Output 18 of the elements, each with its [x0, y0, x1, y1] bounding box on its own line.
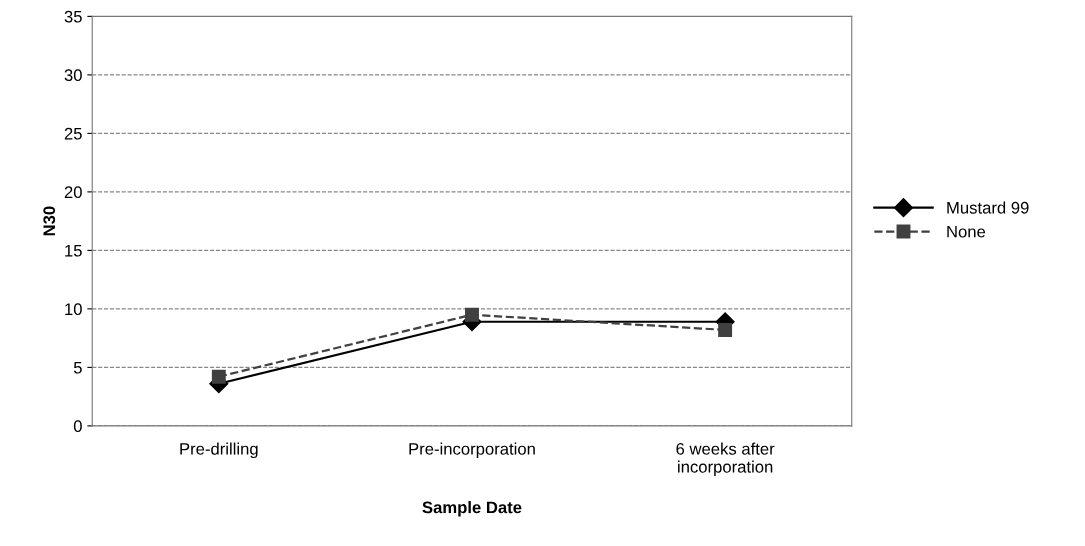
y-tick-label: 15 [65, 244, 82, 257]
point [718, 322, 733, 337]
y-tick-label: 10 [65, 303, 82, 316]
y-tick-label: 25 [64, 127, 82, 140]
y-tick-label: 0 [73, 420, 82, 433]
point [211, 369, 226, 384]
y-tick-label: 35 [64, 10, 82, 23]
y-tick-label: 20 [64, 186, 82, 199]
y-tick-label: 5 [73, 361, 82, 374]
point [465, 307, 479, 322]
y-axis-title: N30 [43, 206, 56, 236]
y-tick-label: 30 [64, 69, 82, 82]
legend-label: None [947, 225, 986, 238]
x-tick-label: Pre-incorporation [409, 442, 535, 459]
x-axis-title: Sample Date [422, 501, 522, 517]
legend-label: Mustard 99 [947, 201, 1029, 214]
x-tick-label: Pre-drilling [180, 442, 258, 459]
x-tick-label: 6 weeks after incorporation [676, 442, 775, 477]
